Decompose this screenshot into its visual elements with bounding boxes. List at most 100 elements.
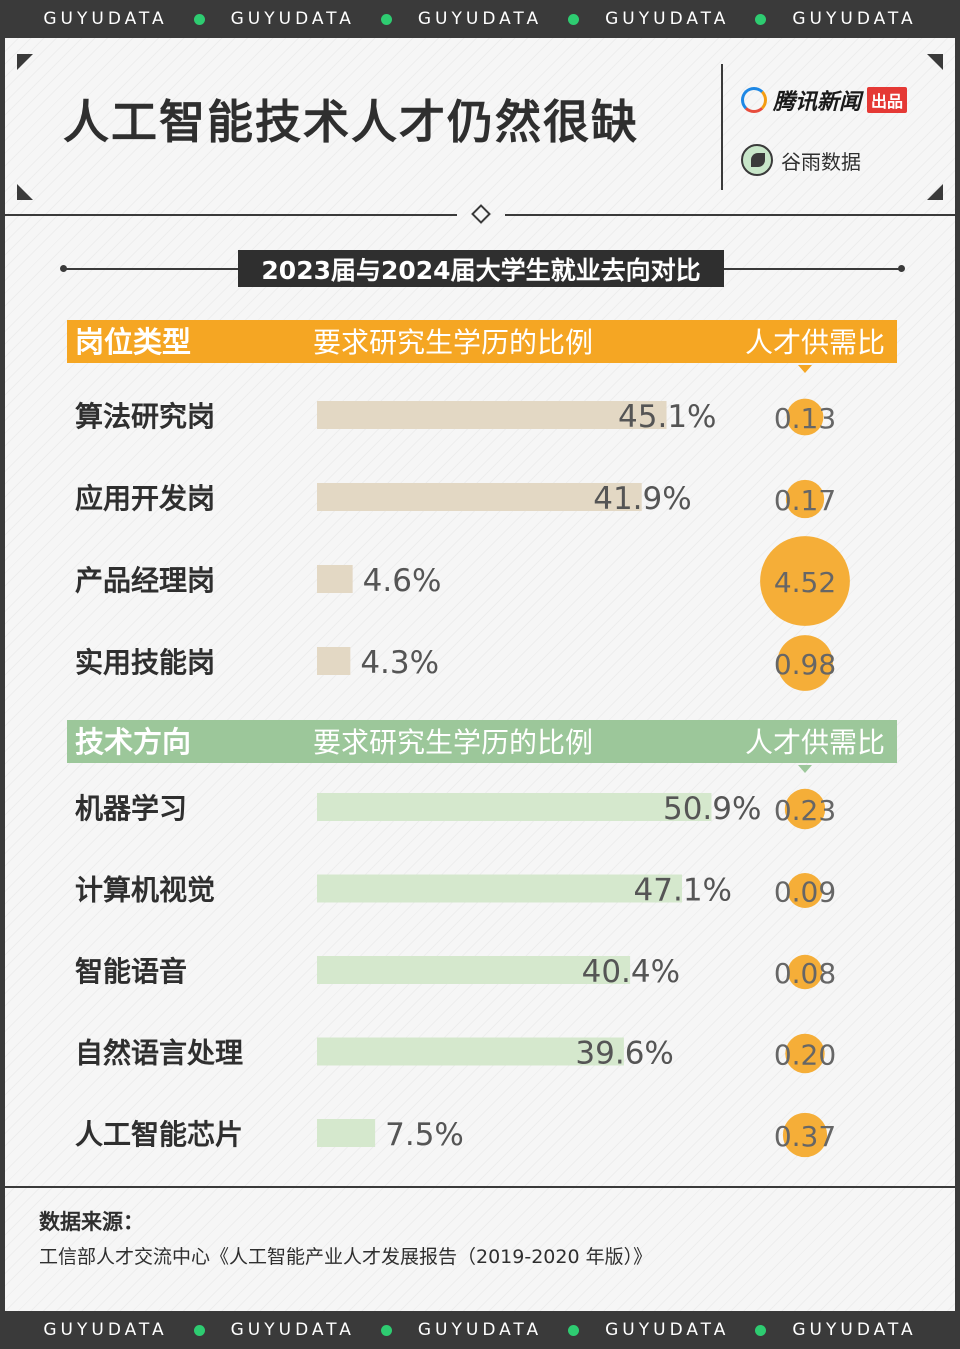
pointer-triangle-icon <box>798 365 812 373</box>
section-header-category: 岗位类型 <box>75 325 191 359</box>
banner-dot-icon <box>380 1324 392 1336</box>
banner-dot-icon <box>193 1324 205 1336</box>
infographic-card: 人工智能技术人才仍然很缺 腾讯新闻 出品 谷雨数据 2023届与2024届大学生… <box>5 38 955 1311</box>
guyu-bird-icon <box>741 144 773 176</box>
ratio-bubble <box>787 954 823 990</box>
subtitle-dot-icon <box>898 265 905 272</box>
value-bar <box>317 874 683 903</box>
subtitle-line <box>723 268 901 270</box>
value-bar <box>317 793 712 821</box>
value-label: 4.3% <box>360 645 439 681</box>
section-header-bg <box>67 720 897 763</box>
tencent-news-text: 腾讯新闻 <box>773 90 862 115</box>
banner-text: GUYUDATA <box>417 9 543 29</box>
header-separator <box>5 214 457 216</box>
bottom-banner: GUYUDATA GUYUDATA GUYUDATA GUYUDATA GUYU… <box>0 1311 960 1349</box>
tencent-news-icon <box>741 87 767 113</box>
section-header-category: 技术方向 <box>75 725 191 759</box>
ratio-label: 0.13 <box>774 402 836 435</box>
section-header-bg <box>67 320 897 363</box>
corner-marker-icon <box>927 184 943 200</box>
top-banner: GUYUDATA GUYUDATA GUYUDATA GUYUDATA GUYU… <box>0 0 960 38</box>
ratio-label: 0.17 <box>774 484 836 517</box>
banner-text: GUYUDATA <box>43 1320 168 1340</box>
banner-text: GUYUDATA <box>792 9 917 29</box>
value-label: 39.6% <box>575 1036 673 1072</box>
value-bar <box>317 401 667 429</box>
pointer-triangle-icon <box>798 765 812 773</box>
corner-marker-icon <box>17 54 33 70</box>
ratio-bubble <box>786 398 824 436</box>
banner-dot-icon <box>755 13 767 25</box>
banner-dot-icon <box>568 1324 580 1336</box>
tencent-news-logo: 腾讯新闻 出品 <box>741 84 908 116</box>
banner-dot-icon <box>380 13 392 25</box>
ratio-bubble <box>784 788 826 830</box>
section-header-ratio: 人才供需比 <box>745 726 885 759</box>
ratio-label: 0.08 <box>774 957 836 990</box>
category-label: 机器学习 <box>75 792 187 825</box>
banner-dot-icon <box>193 13 205 25</box>
source-divider <box>5 1186 955 1188</box>
ratio-label: 0.37 <box>774 1120 836 1153</box>
ratio-label: 0.98 <box>774 648 836 681</box>
guyu-data-text: 谷雨数据 <box>781 149 861 174</box>
value-label: 50.9% <box>663 791 761 827</box>
value-label: 4.6% <box>363 563 442 599</box>
corner-marker-icon <box>927 54 943 70</box>
chart-subtitle: 2023届与2024届大学生就业去向对比 <box>238 250 724 287</box>
category-label: 应用开发岗 <box>75 482 215 515</box>
category-label: 自然语言处理 <box>75 1037 243 1070</box>
value-bar <box>317 483 642 511</box>
banner-text: GUYUDATA <box>230 9 355 29</box>
value-bar <box>317 565 353 593</box>
header-divider <box>721 64 723 190</box>
value-bar <box>317 956 631 984</box>
banner-text: GUYUDATA <box>605 9 730 29</box>
page-title: 人工智能技术人才仍然很缺 <box>63 95 639 149</box>
value-bar <box>317 647 351 675</box>
source-text: 工信部人才交流中心《人工智能产业人才发展报告（2019-2020 年版）》 <box>39 1246 653 1268</box>
ratio-label: 0.23 <box>774 794 836 827</box>
section-header-value: 要求研究生学历的比例 <box>313 326 593 359</box>
value-label: 7.5% <box>385 1117 464 1153</box>
ratio-bubble <box>782 1112 828 1158</box>
guyu-data-logo: 谷雨数据 <box>741 144 861 176</box>
banner-text: GUYUDATA <box>417 1320 543 1340</box>
ratio-bubble <box>777 635 833 691</box>
category-label: 产品经理岗 <box>75 564 215 597</box>
category-label: 人工智能芯片 <box>75 1118 243 1151</box>
value-label: 41.9% <box>593 481 691 517</box>
value-label: 40.4% <box>582 954 680 990</box>
value-bar <box>317 1037 624 1066</box>
header-separator <box>505 214 955 216</box>
banner-text: GUYUDATA <box>43 9 168 29</box>
ratio-bubble <box>787 873 823 908</box>
banner-text: GUYUDATA <box>605 1320 730 1340</box>
section-header-value: 要求研究生学历的比例 <box>313 726 593 759</box>
banner-dot-icon <box>568 13 580 25</box>
ratio-bubble <box>760 536 850 626</box>
ratio-label: 0.09 <box>774 876 836 909</box>
category-label: 计算机视觉 <box>75 874 215 907</box>
category-label: 实用技能岗 <box>75 646 215 679</box>
source-label: 数据来源： <box>39 1210 144 1234</box>
value-label: 47.1% <box>634 873 732 909</box>
corner-marker-icon <box>17 184 33 200</box>
value-bar <box>317 1119 376 1147</box>
ratio-label: 0.20 <box>774 1039 836 1072</box>
subtitle-dot-icon <box>60 265 67 272</box>
subtitle-line <box>63 268 239 270</box>
value-label: 45.1% <box>618 399 716 435</box>
ratio-bubble <box>785 479 825 519</box>
category-label: 智能语音 <box>75 955 187 988</box>
section-header-ratio: 人才供需比 <box>745 326 885 359</box>
banner-text: GUYUDATA <box>792 1320 917 1340</box>
ratio-bubble <box>785 1033 825 1074</box>
ratio-label: 4.52 <box>774 566 836 599</box>
category-label: 算法研究岗 <box>75 400 215 433</box>
banner-dot-icon <box>755 1324 767 1336</box>
banner-text: GUYUDATA <box>230 1320 355 1340</box>
tencent-news-badge: 出品 <box>867 87 908 113</box>
